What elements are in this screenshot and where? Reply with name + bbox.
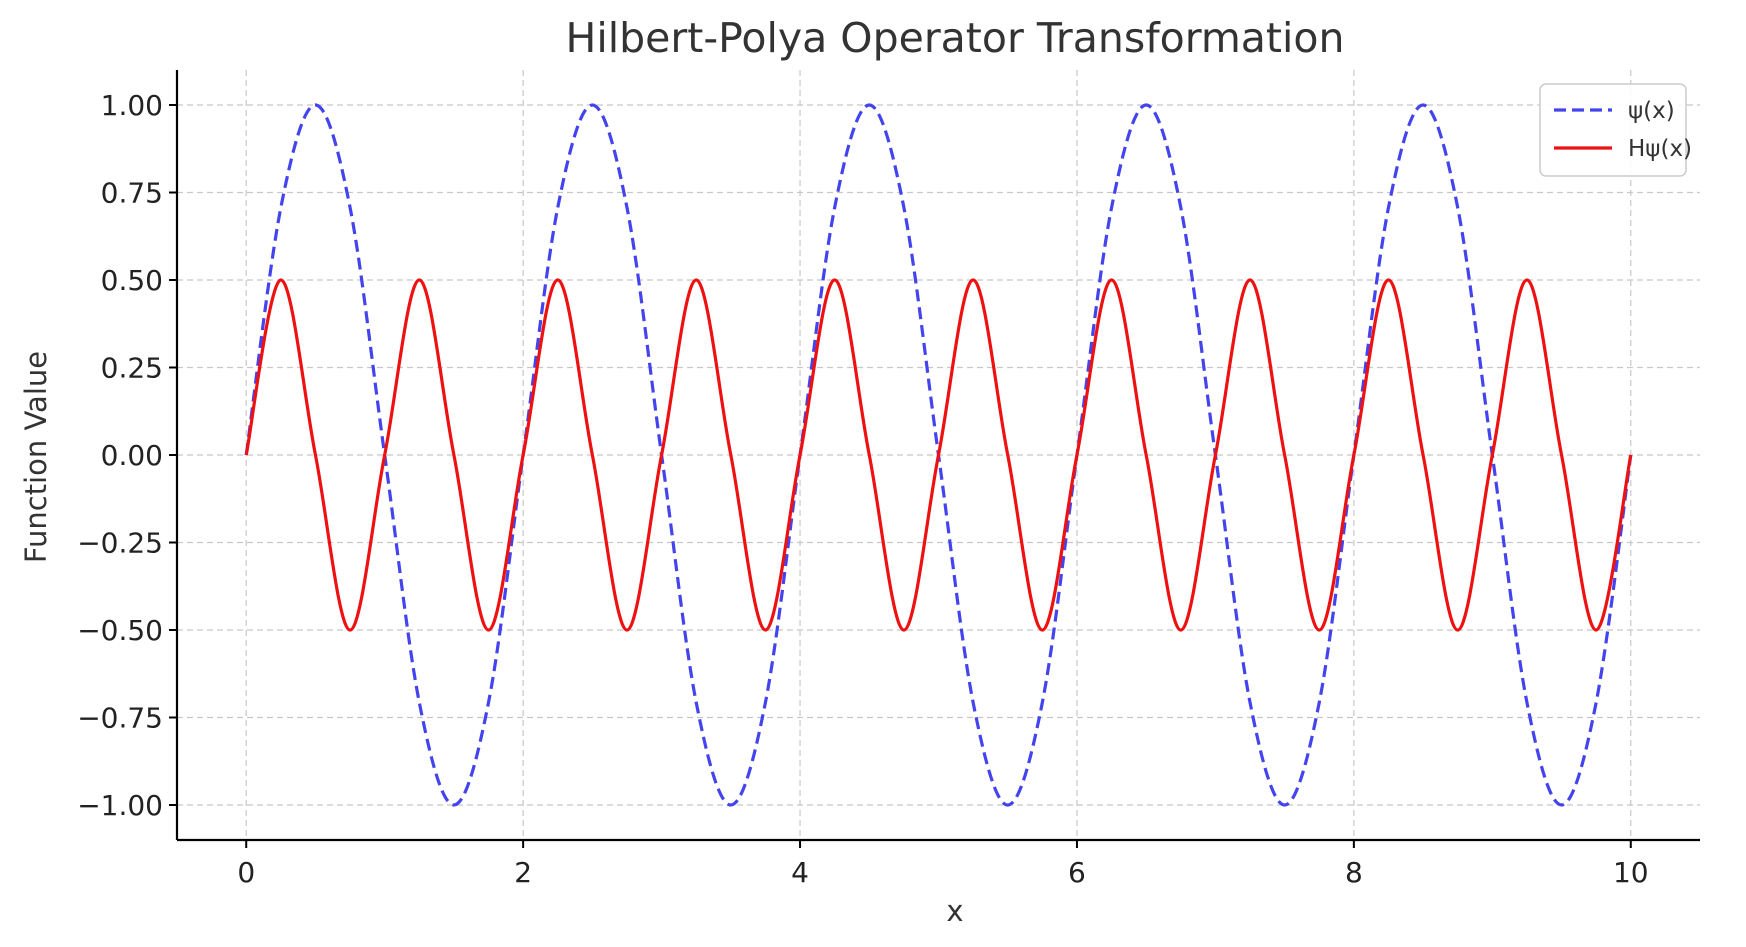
legend-item-h-psi: Hψ(x) [1554, 136, 1692, 162]
y-tick-label: −1.00 [77, 789, 163, 822]
y-tick-label: −0.50 [77, 614, 163, 647]
x-tick-label: 4 [791, 856, 809, 889]
x-axis-ticks: 0 2 4 6 8 10 [237, 840, 1649, 889]
legend-item-psi: ψ(x) [1554, 98, 1675, 124]
x-tick-label: 2 [514, 856, 532, 889]
chart-title: Hilbert-Polya Operator Transformation [566, 14, 1345, 62]
x-tick-label: 6 [1068, 856, 1086, 889]
y-axis-label: Function Value [19, 351, 53, 563]
x-tick-label: 0 [237, 856, 255, 889]
x-tick-label: 8 [1345, 856, 1363, 889]
y-tick-label: 0.00 [101, 439, 163, 472]
y-tick-label: 0.50 [101, 264, 163, 297]
x-tick-label: 10 [1613, 856, 1649, 889]
y-axis-ticks: 1.00 0.75 0.50 0.25 0.00 −0.25 −0.50 −0.75 −1.00 [77, 89, 177, 822]
y-tick-label: 0.25 [101, 352, 163, 385]
legend-label: ψ(x) [1628, 98, 1675, 124]
legend: ψ(x) Hψ(x) [1539, 83, 1692, 177]
legend-box [1539, 83, 1687, 177]
legend-label: Hψ(x) [1628, 136, 1692, 162]
y-tick-label: 1.00 [101, 89, 163, 122]
h-psi-series-line [244, 278, 1633, 632]
y-tick-label: 0.75 [101, 177, 163, 210]
series-lines [244, 103, 1633, 807]
y-tick-label: −0.25 [77, 527, 163, 560]
y-tick-label: −0.75 [77, 702, 163, 735]
x-axis-label: x [946, 894, 963, 928]
